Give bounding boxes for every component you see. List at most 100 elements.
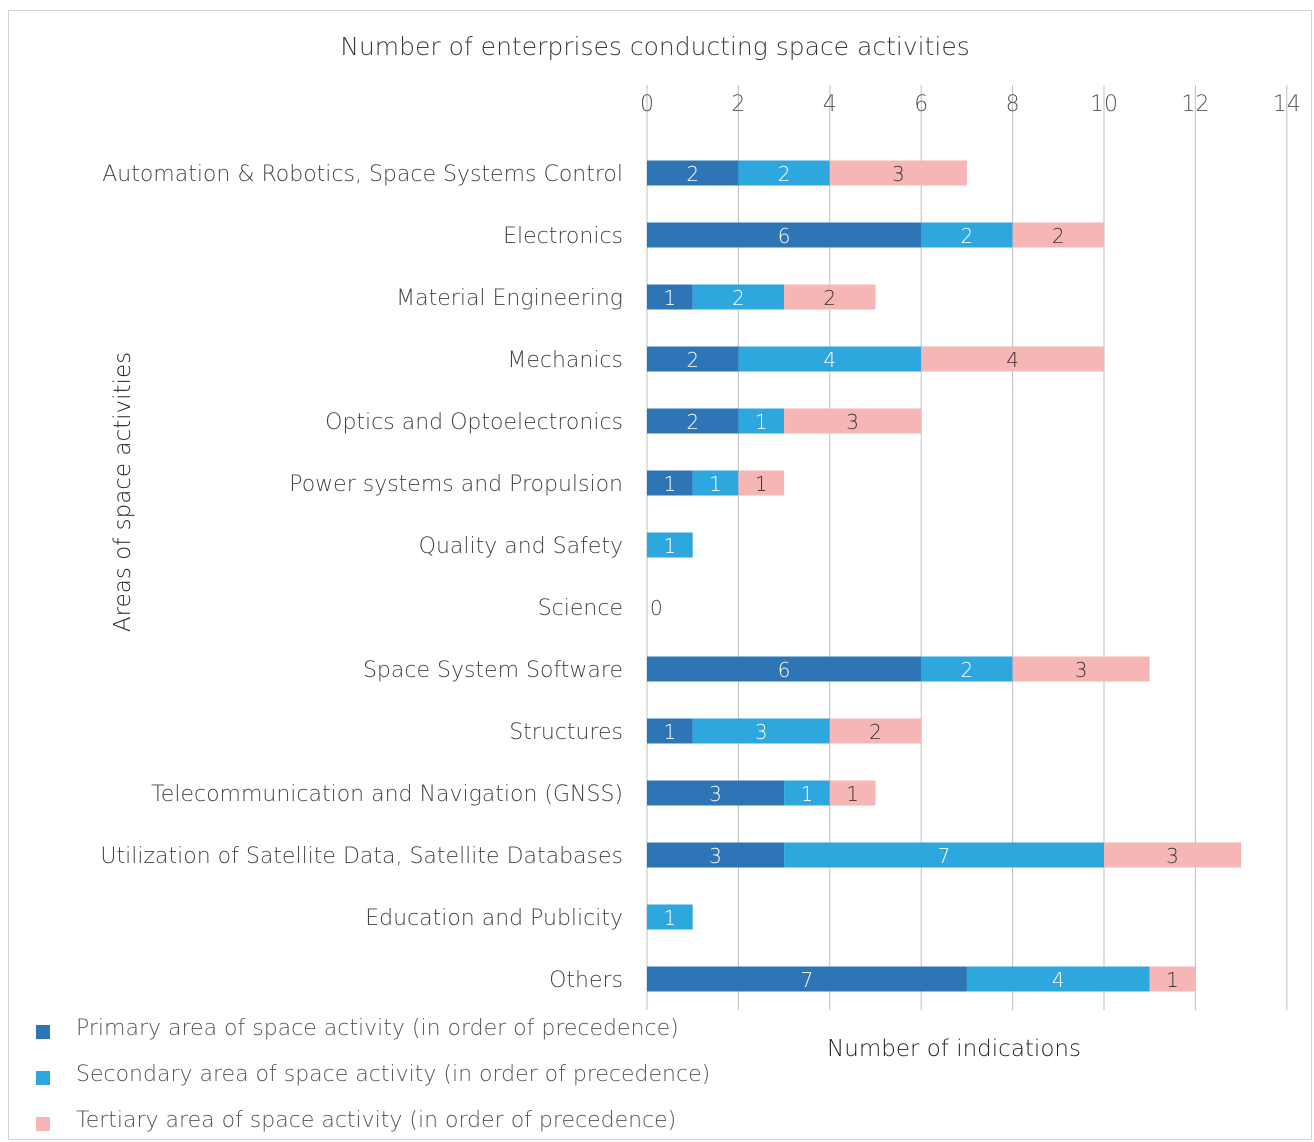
bar-segment-series-1 bbox=[647, 904, 693, 930]
data-label-series-2: 2 bbox=[869, 720, 882, 744]
bar-segment-series-2 bbox=[921, 346, 1104, 372]
chart-frame bbox=[8, 10, 1312, 1140]
category-label: Quality and Safety bbox=[419, 534, 623, 559]
y-axis-title: Areas of space activities bbox=[110, 352, 136, 632]
bar-segment-series-0 bbox=[647, 346, 739, 372]
category-label: Telecommunication and Navigation (GNSS) bbox=[151, 782, 623, 807]
bar-segment-series-1 bbox=[966, 966, 1150, 992]
legend-swatch-primary bbox=[36, 1025, 50, 1039]
bar-segment-series-2 bbox=[1149, 966, 1196, 992]
x-tick-label-14: 14 bbox=[1273, 92, 1301, 117]
category-label: Space System Software bbox=[363, 658, 623, 683]
bar-segment-series-1 bbox=[647, 532, 693, 558]
data-label-series-1: 2 bbox=[961, 224, 974, 248]
data-label-series-0: 2 bbox=[686, 348, 699, 372]
category-label: Utilization of Satellite Data, Satellite… bbox=[100, 844, 623, 869]
category-labels: Automation & Robotics, Space Systems Con… bbox=[100, 162, 623, 993]
category-label: Electronics bbox=[503, 224, 623, 249]
bar-segment-series-1 bbox=[921, 222, 1013, 248]
data-label-series-2: 3 bbox=[1075, 658, 1088, 682]
data-label-series-1: 1 bbox=[709, 472, 722, 496]
data-label-series-0: 6 bbox=[778, 658, 791, 682]
data-label-series-0: 6 bbox=[778, 224, 791, 248]
legend-label-tertiary: Tertiary area of space activity (in orde… bbox=[76, 1108, 677, 1133]
data-label-series-0: 3 bbox=[709, 844, 722, 868]
data-label-series-0: 2 bbox=[686, 162, 699, 186]
data-label-series-2: 1 bbox=[1166, 968, 1179, 992]
bar-segment-series-0 bbox=[647, 284, 693, 310]
bar-segment-series-2 bbox=[784, 284, 876, 310]
data-label-series-1: 4 bbox=[1052, 968, 1065, 992]
bar-segment-series-2 bbox=[829, 718, 922, 744]
x-tick-label-4: 4 bbox=[823, 92, 837, 117]
category-label: Optics and Optoelectronics bbox=[325, 410, 623, 435]
bar-segment-series-2 bbox=[829, 160, 967, 186]
data-label-series-1: 1 bbox=[663, 534, 676, 558]
x-tick-label-2: 2 bbox=[731, 92, 745, 117]
data-label-series-1: 3 bbox=[755, 720, 768, 744]
bar-segment-series-1 bbox=[692, 470, 739, 496]
data-label-series-1: 2 bbox=[732, 286, 745, 310]
bar-segment-series-2 bbox=[1104, 842, 1242, 868]
category-label: Others bbox=[549, 968, 623, 993]
x-tick-label-6: 6 bbox=[914, 92, 928, 117]
bar-segment-series-1 bbox=[692, 284, 785, 310]
legend-label-secondary: Secondary area of space activity (in ord… bbox=[76, 1062, 711, 1087]
x-tick-label-10: 10 bbox=[1090, 92, 1118, 117]
x-tick-label-0: 0 bbox=[640, 92, 654, 117]
bar-segment-series-2 bbox=[1012, 656, 1150, 682]
legend-swatch-tertiary bbox=[36, 1117, 50, 1131]
bar-segment-series-0 bbox=[647, 966, 967, 992]
bar-segment-series-0 bbox=[647, 408, 739, 434]
data-label-series-1: 7 bbox=[938, 844, 951, 868]
data-label-series-2: 1 bbox=[846, 782, 859, 806]
bar-segment-series-0 bbox=[647, 160, 739, 186]
data-label-series-2: 4 bbox=[1006, 348, 1019, 372]
bar-segment-series-1 bbox=[921, 656, 1013, 682]
category-label: Structures bbox=[509, 720, 623, 745]
category-label: Mechanics bbox=[507, 348, 623, 373]
data-label-series-2: 2 bbox=[823, 286, 836, 310]
bar-segment-series-0 bbox=[647, 780, 785, 806]
data-label-series-0: 7 bbox=[801, 968, 814, 992]
bar-segment-series-1 bbox=[784, 780, 830, 806]
bar-segment-series-0 bbox=[647, 222, 922, 248]
bar-segment-series-2 bbox=[1012, 222, 1104, 248]
bar-segment-series-0 bbox=[647, 656, 922, 682]
category-label: Automation & Robotics, Space Systems Con… bbox=[102, 162, 623, 187]
data-label-series-2: 3 bbox=[846, 410, 859, 434]
bar-segment-series-2 bbox=[784, 408, 922, 434]
data-label-series-1: 4 bbox=[823, 348, 836, 372]
data-label-series-1: 2 bbox=[778, 162, 791, 186]
bar-segment-series-0 bbox=[647, 842, 785, 868]
category-label: Science bbox=[538, 596, 623, 621]
data-label-series-0: 1 bbox=[663, 472, 676, 496]
data-label-series-0: 2 bbox=[686, 410, 699, 434]
data-label-series-0: 1 bbox=[663, 286, 676, 310]
data-label-series-2: 3 bbox=[892, 162, 905, 186]
bar-segment-series-2 bbox=[738, 470, 785, 496]
bar-segment-series-1 bbox=[738, 408, 785, 434]
x-axis-title: Number of indications bbox=[827, 1036, 1081, 1062]
bar-segment-series-1 bbox=[692, 718, 830, 744]
data-label-series-0: 3 bbox=[709, 782, 722, 806]
legend-swatch-secondary bbox=[36, 1071, 50, 1085]
data-label-series-2: 2 bbox=[1052, 224, 1065, 248]
x-axis-ticks: 0 2 4 6 8 10 12 14 bbox=[640, 92, 1301, 117]
legend-label-primary: Primary area of space activity (in order… bbox=[76, 1016, 679, 1041]
bar-segment-series-0 bbox=[647, 470, 693, 496]
data-label-series-1: 1 bbox=[801, 782, 814, 806]
data-label-series-2: 1 bbox=[755, 472, 768, 496]
data-label-series-1: 1 bbox=[755, 410, 768, 434]
data-label-series-1: 2 bbox=[961, 658, 974, 682]
bar-segment-series-1 bbox=[738, 346, 922, 372]
bar-segment-series-2 bbox=[829, 780, 876, 806]
data-label-zero: 0 bbox=[650, 596, 663, 620]
x-tick-label-12: 12 bbox=[1181, 92, 1209, 117]
x-tick-label-8: 8 bbox=[1006, 92, 1020, 117]
category-label: Education and Publicity bbox=[365, 906, 623, 931]
category-label: Material Engineering bbox=[396, 286, 623, 311]
bar-segment-series-1 bbox=[738, 160, 830, 186]
